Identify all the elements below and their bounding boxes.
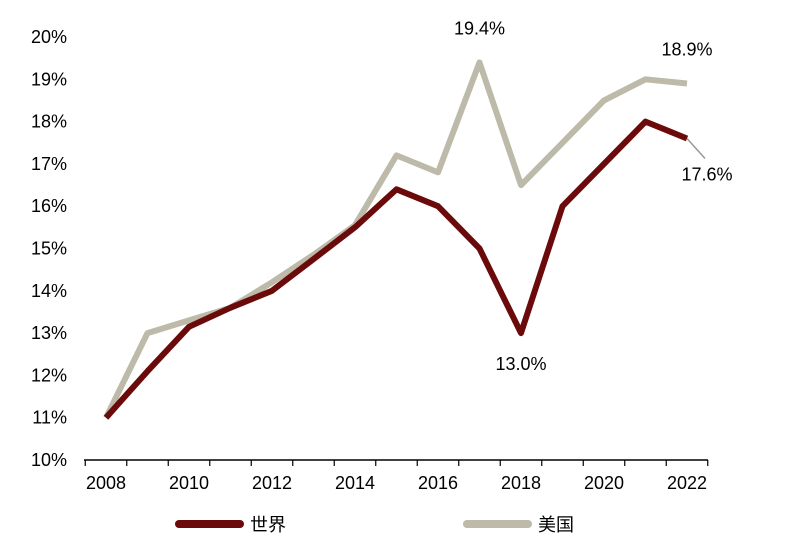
series-line-world bbox=[103, 118, 689, 420]
x-tick-label: 2010 bbox=[169, 473, 209, 493]
x-tick-label: 2008 bbox=[86, 473, 126, 493]
x-tick-label: 2018 bbox=[501, 473, 541, 493]
series-line-us bbox=[103, 59, 688, 420]
y-tick-label: 20% bbox=[31, 27, 67, 47]
x-tick-label: 2020 bbox=[584, 473, 624, 493]
y-tick-label: 15% bbox=[31, 239, 67, 259]
data-label: 18.9% bbox=[661, 40, 712, 60]
leader-line-17-6 bbox=[686, 138, 706, 160]
data-label: 17.6% bbox=[681, 165, 732, 185]
y-tick-label: 14% bbox=[31, 281, 67, 301]
data-label: 13.0% bbox=[495, 354, 546, 374]
y-tick-label: 17% bbox=[31, 154, 67, 174]
y-tick-label: 18% bbox=[31, 112, 67, 132]
y-tick-label: 11% bbox=[32, 408, 67, 428]
data-label: 19.4% bbox=[454, 18, 505, 38]
y-tick-label: 19% bbox=[31, 69, 67, 89]
y-tick-labels: 10% 11% 12% 13% 14% 15% 16% 17% 18% 19% 20% bbox=[31, 27, 67, 470]
y-tick-label: 16% bbox=[31, 196, 67, 216]
x-tick-label: 2016 bbox=[418, 473, 458, 493]
legend: 世界 美国 bbox=[175, 515, 574, 535]
y-tick-label: 12% bbox=[31, 365, 67, 385]
x-tick-label: 2012 bbox=[252, 473, 292, 493]
x-tick-labels: 2008 2010 2012 2014 2016 2018 2020 2022 bbox=[86, 473, 707, 493]
legend-label-world: 世界 bbox=[250, 515, 286, 535]
x-tick-label: 2014 bbox=[335, 473, 375, 493]
series-lines bbox=[103, 59, 689, 420]
y-tick-label: 13% bbox=[31, 323, 67, 343]
y-tick-label: 10% bbox=[31, 450, 67, 470]
legend-label-us: 美国 bbox=[538, 515, 574, 535]
data-labels: 19.4% 18.9% 17.6% 13.0% bbox=[454, 18, 733, 374]
x-tick-marks bbox=[84, 460, 709, 466]
x-tick-label: 2022 bbox=[667, 473, 707, 493]
